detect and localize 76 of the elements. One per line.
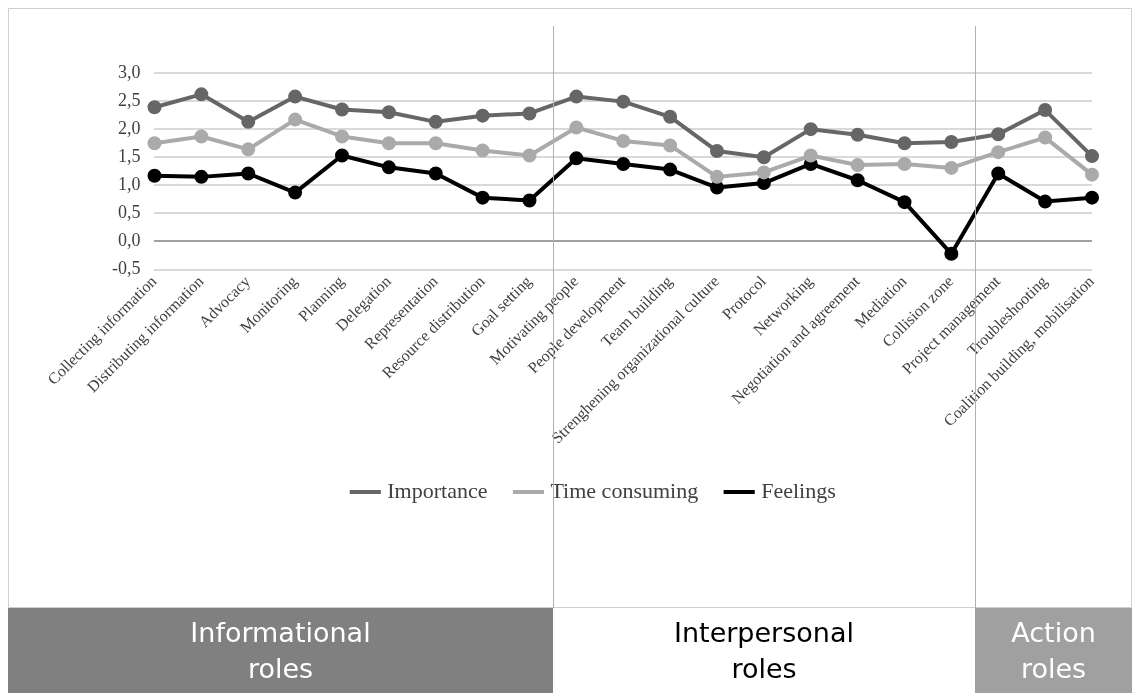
point (522, 106, 537, 121)
point (147, 136, 162, 151)
point (1085, 190, 1099, 205)
point (522, 193, 537, 208)
point (991, 166, 1006, 181)
point (850, 173, 865, 188)
point (428, 136, 443, 151)
text: Action roles (1010, 615, 1097, 686)
y-tick-label: -0,5 (111, 258, 141, 279)
point (991, 145, 1006, 160)
point (428, 166, 443, 181)
point (241, 142, 256, 157)
point (710, 144, 724, 159)
y-tick-label: 1,0 (117, 174, 141, 195)
y-tick-label: 0,0 (117, 230, 141, 251)
point (850, 127, 865, 142)
point (147, 168, 162, 183)
point (897, 156, 912, 171)
point (335, 129, 349, 144)
point (850, 158, 865, 173)
point (381, 160, 396, 175)
point (944, 135, 959, 150)
point (1085, 149, 1099, 164)
point (944, 160, 959, 175)
point (428, 114, 443, 129)
point (663, 162, 678, 177)
point (1085, 167, 1099, 182)
point (381, 136, 396, 151)
point (756, 176, 771, 191)
text: Informational roles (189, 615, 372, 686)
y-tick-label: 3,0 (117, 61, 141, 82)
point (897, 136, 912, 151)
point (147, 100, 162, 115)
point (569, 89, 584, 104)
point (756, 150, 771, 165)
point (1038, 130, 1053, 145)
point (241, 114, 256, 129)
point (663, 138, 678, 153)
point (194, 87, 209, 102)
point (616, 94, 631, 109)
point (475, 143, 490, 158)
legend-label: Feelings (761, 477, 836, 503)
point (616, 156, 631, 171)
point (710, 180, 724, 195)
point (1038, 194, 1053, 209)
point (288, 185, 303, 200)
point (335, 102, 349, 117)
y-tick-label: 0,5 (117, 202, 141, 223)
point (288, 112, 303, 127)
y-tick-label: 1,5 (117, 145, 141, 166)
point (522, 148, 537, 163)
legend-label: Time consuming (550, 477, 699, 503)
point (803, 122, 818, 137)
point (616, 133, 631, 148)
point (381, 105, 396, 120)
point (756, 165, 771, 180)
point (710, 169, 724, 184)
point (663, 109, 678, 124)
text: Interpersonal roles (673, 615, 855, 686)
point (991, 127, 1006, 142)
point (288, 89, 303, 104)
point (335, 148, 349, 163)
point (569, 151, 584, 166)
point (475, 190, 490, 205)
point (803, 148, 818, 163)
point (194, 129, 209, 144)
y-tick-label: 2,5 (117, 89, 141, 110)
point (569, 120, 584, 135)
point (241, 166, 256, 181)
y-tick-label: 2,0 (117, 117, 141, 138)
point (194, 169, 209, 184)
legend-label: Importance (387, 477, 488, 503)
point (475, 108, 490, 123)
point (944, 246, 959, 261)
point (897, 195, 912, 210)
point (1038, 103, 1053, 118)
